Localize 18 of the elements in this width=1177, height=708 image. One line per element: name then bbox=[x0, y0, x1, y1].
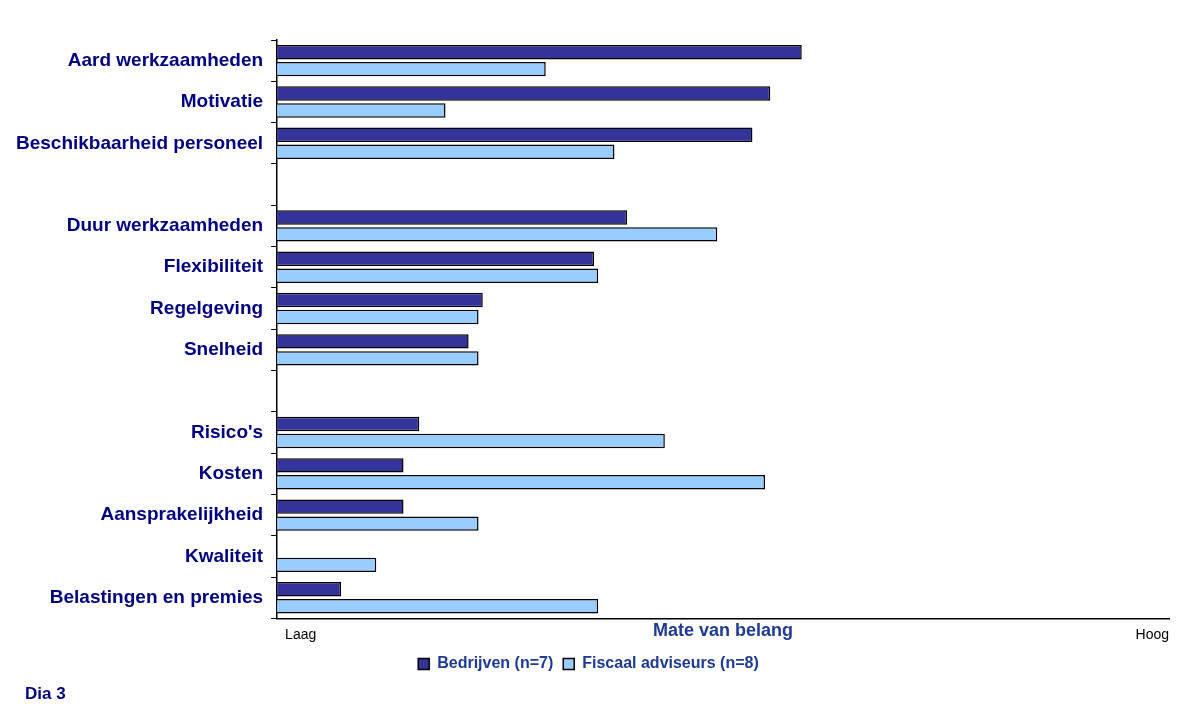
y-tick-label: Duur werkzaamheden bbox=[66, 214, 264, 236]
y-tick-label: Beschikbaarheid personeel bbox=[15, 131, 264, 153]
text: Hoog bbox=[1135, 626, 1169, 643]
y-tick-label: Aansprakelijkheid bbox=[100, 503, 264, 525]
legend-label: Bedrijven (n=7) bbox=[437, 654, 554, 672]
y-tick-label: Motivatie bbox=[180, 90, 264, 112]
y-tick-label: Risico's bbox=[190, 420, 264, 442]
x-axis-title: Mate van belang bbox=[653, 620, 794, 641]
y-tick-label: Kosten bbox=[198, 462, 264, 484]
y-tick-label: Belastingen en premies bbox=[49, 585, 264, 607]
text: Dia 3 bbox=[25, 684, 66, 704]
text: Laag bbox=[285, 626, 317, 643]
y-tick-label: Regelgeving bbox=[150, 296, 264, 318]
y-tick-label: Snelheid bbox=[183, 338, 264, 360]
y-tick-label: Flexibiliteit bbox=[163, 255, 264, 277]
y-tick-label: Aard werkzaamheden bbox=[67, 48, 264, 70]
y-tick-label: Kwaliteit bbox=[184, 544, 264, 566]
legend-label: Fiscaal adviseurs (n=8) bbox=[582, 654, 759, 672]
